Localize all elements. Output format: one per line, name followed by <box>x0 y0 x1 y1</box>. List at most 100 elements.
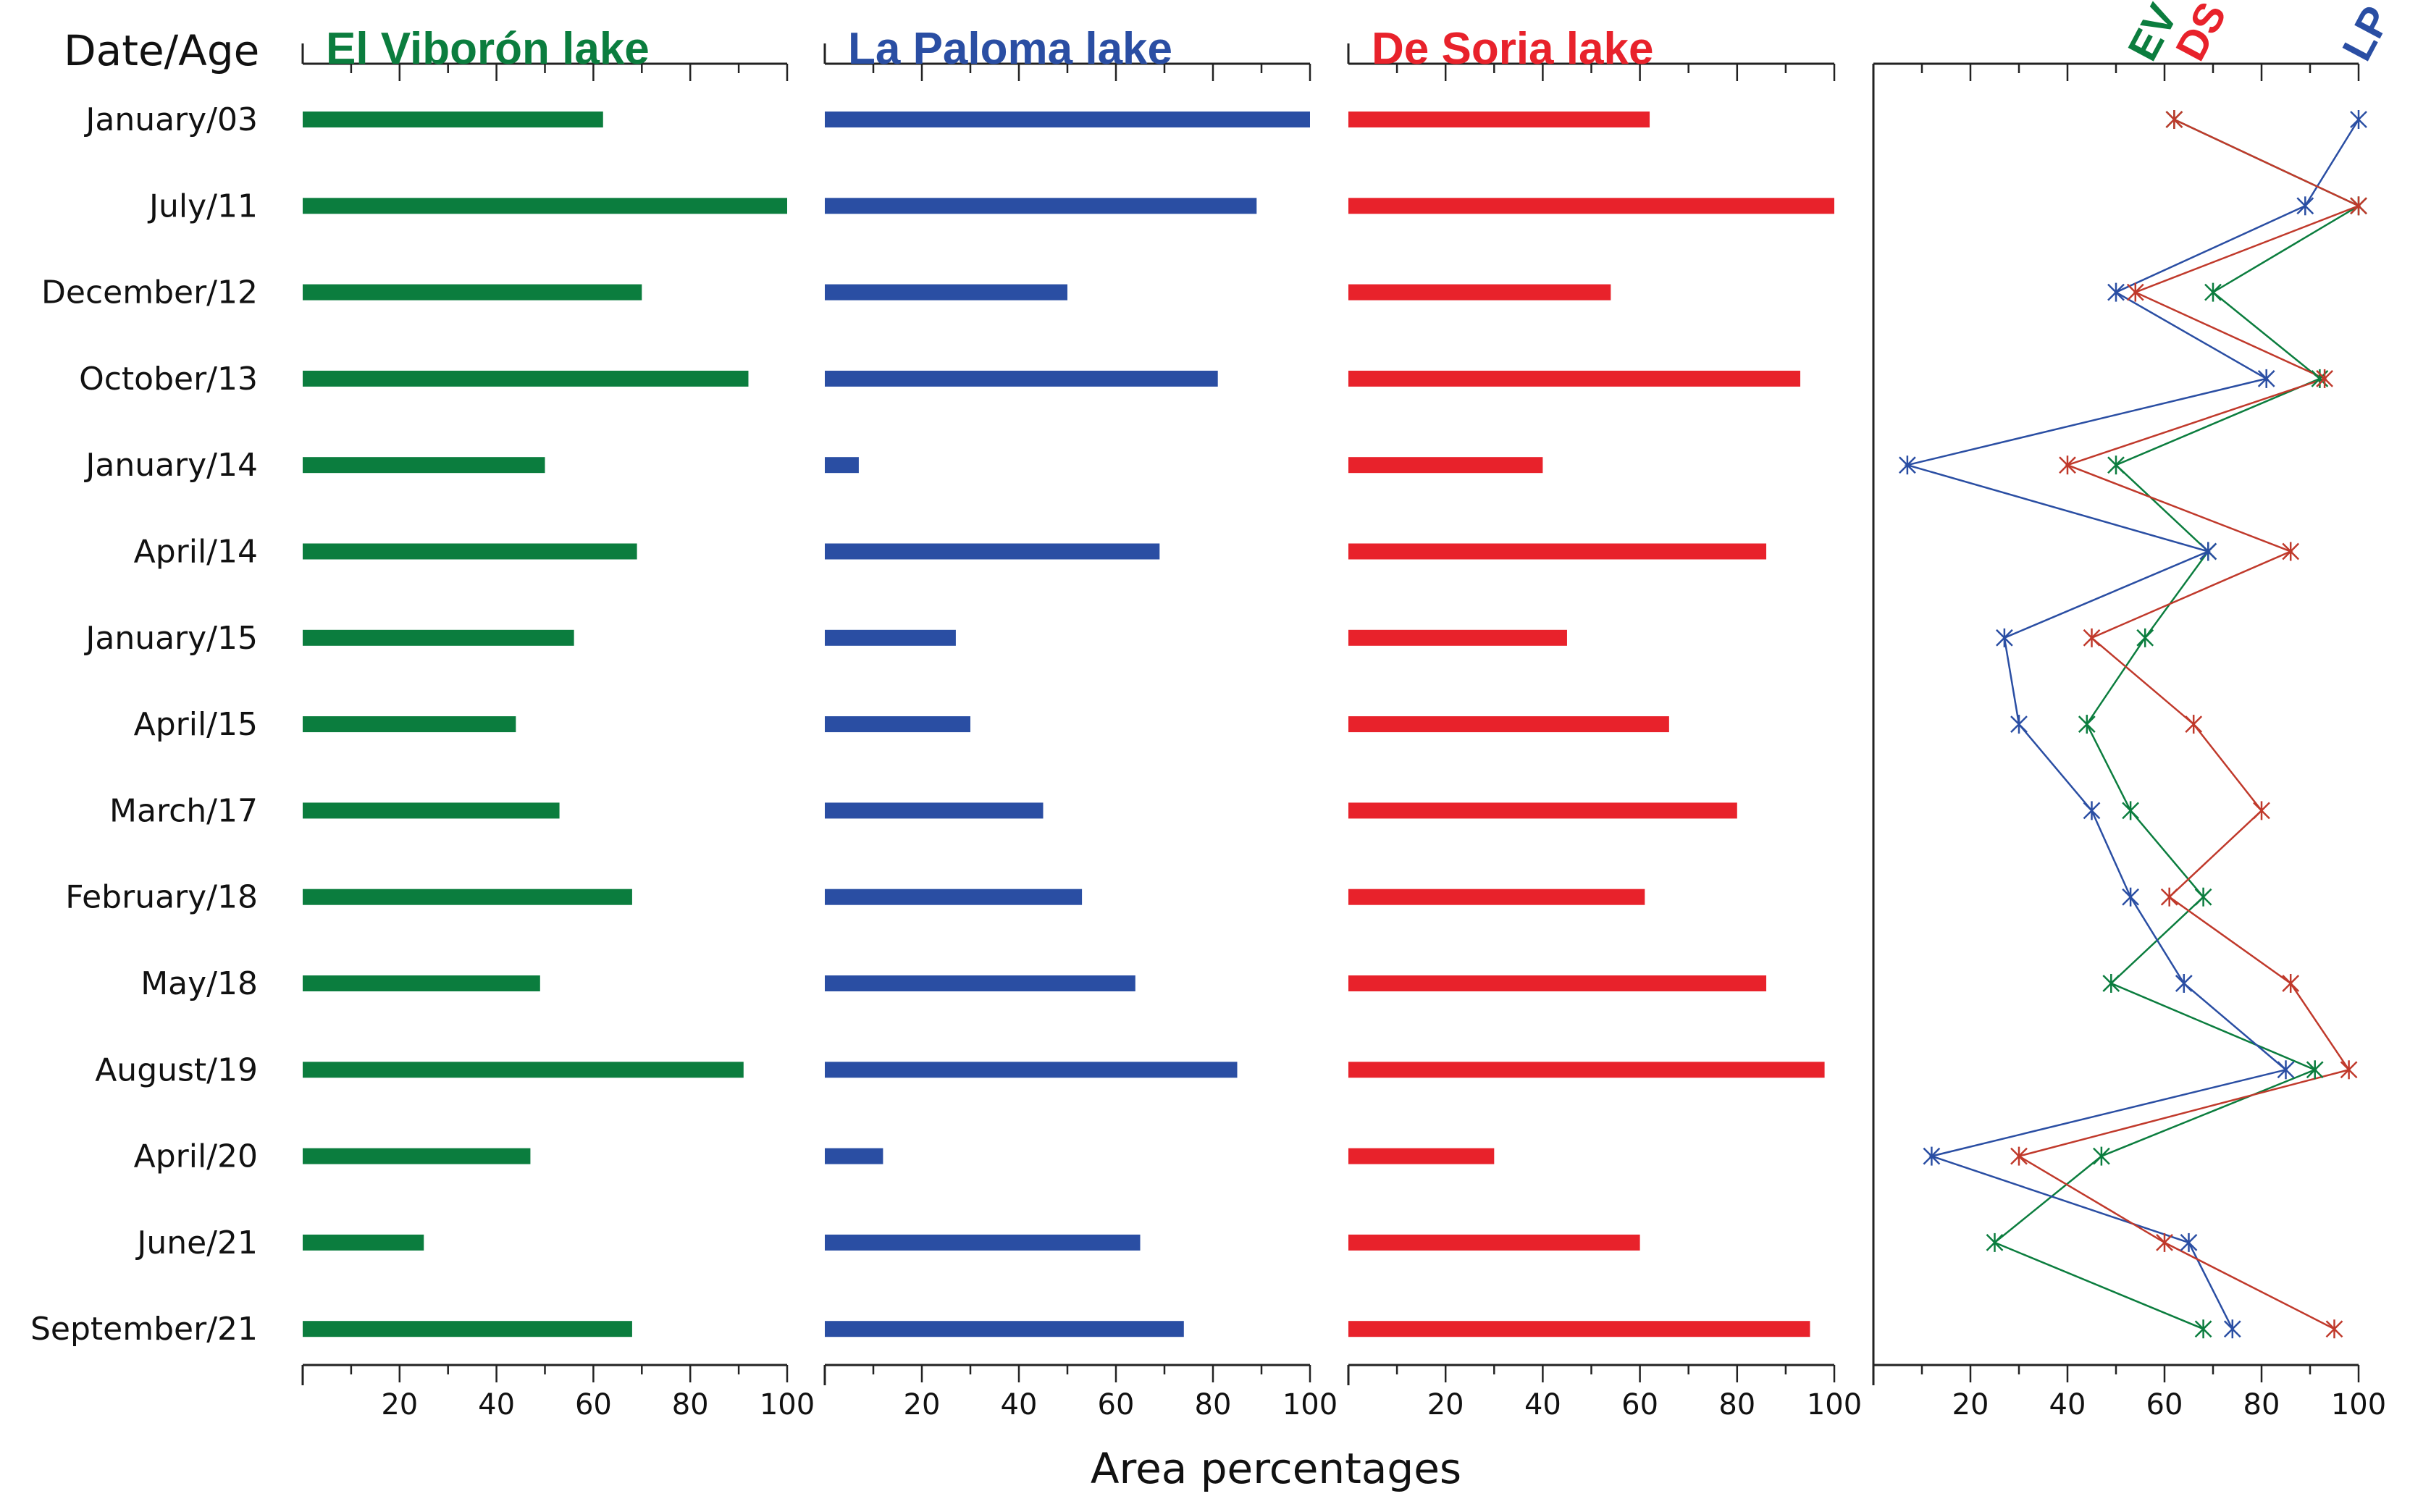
bar <box>1348 889 1645 905</box>
date-label: September/21 <box>30 1311 258 1348</box>
point-marker <box>2340 1060 2358 1080</box>
bar <box>303 1062 744 1078</box>
point-marker <box>2253 801 2270 820</box>
point-marker <box>2083 628 2101 647</box>
bar <box>825 975 1135 991</box>
point-marker <box>2350 196 2367 216</box>
point-marker <box>1923 1146 1941 1166</box>
point-marker <box>2160 887 2178 907</box>
tick-label: 20 <box>904 1388 941 1421</box>
bar <box>1348 1148 1495 1164</box>
tick-label: 80 <box>672 1388 709 1421</box>
date-labels: January/03 July/11 December/12 October/13 Ja… <box>30 101 258 1348</box>
bar <box>1348 284 1611 301</box>
bar <box>1348 370 1801 387</box>
point-marker <box>2102 974 2120 993</box>
tick-label: 60 <box>1098 1388 1135 1421</box>
point-marker <box>2093 1146 2110 1166</box>
point-marker <box>2107 282 2125 302</box>
date-label: August/19 <box>95 1051 258 1088</box>
bar <box>303 543 637 560</box>
point-marker <box>2122 801 2139 820</box>
bar <box>303 1234 424 1251</box>
tick-label: 60 <box>2146 1388 2183 1421</box>
bar <box>303 889 632 905</box>
panel-title: El Viborón lake <box>326 24 650 74</box>
date-label: March/17 <box>109 792 258 829</box>
tick-label: 80 <box>1195 1388 1232 1421</box>
date-label: October/13 <box>79 361 258 398</box>
row-header: Date/Age <box>64 26 259 75</box>
bar <box>825 457 859 474</box>
point-marker <box>2122 887 2139 907</box>
bar <box>825 112 1310 127</box>
panel-3: 20 40 60 80 100 De Soria lake <box>1347 24 1862 1421</box>
bar <box>1348 1234 1640 1251</box>
tick-label: 80 <box>2243 1388 2280 1421</box>
bar <box>825 1321 1184 1337</box>
tick-label: 60 <box>1621 1388 1658 1421</box>
point-marker <box>1899 455 1916 475</box>
bar <box>303 198 787 214</box>
point-marker <box>2180 1232 2198 1252</box>
date-label: May/18 <box>140 965 258 1002</box>
point-marker <box>2175 974 2193 993</box>
point-marker <box>2350 110 2367 129</box>
date-label: December/12 <box>41 274 258 311</box>
point-marker <box>2223 1319 2241 1339</box>
tick-label: 80 <box>1718 1388 1755 1421</box>
bar <box>825 716 970 733</box>
tick-label: 100 <box>760 1388 815 1421</box>
point-marker <box>2199 542 2217 561</box>
bar <box>1348 112 1650 127</box>
bar <box>825 198 1257 214</box>
date-label: April/20 <box>134 1138 258 1175</box>
bar <box>303 802 560 819</box>
point-marker <box>2165 110 2183 129</box>
tick-label: 100 <box>1282 1388 1338 1421</box>
bar <box>825 629 956 646</box>
date-label: June/21 <box>135 1225 258 1261</box>
bar <box>825 284 1067 301</box>
tick-label: 20 <box>1427 1388 1464 1421</box>
bar <box>303 457 545 474</box>
bar <box>1348 629 1567 646</box>
bar <box>1348 198 1834 214</box>
tick-label: 20 <box>1952 1388 1989 1421</box>
panel-1: 20 40 60 80 100 El Viborón lake <box>301 24 815 1421</box>
date-label: January/14 <box>83 447 258 484</box>
tick-label: 40 <box>2049 1388 2086 1421</box>
point-marker <box>2194 1319 2212 1339</box>
point-marker <box>2204 282 2222 302</box>
point-marker <box>2010 1146 2028 1166</box>
point-marker <box>2126 282 2144 302</box>
panel-title: De Soria lake <box>1372 24 1653 74</box>
point-marker <box>2194 887 2212 907</box>
point-marker <box>1996 628 2013 647</box>
date-label: April/15 <box>134 706 258 743</box>
point-marker <box>2316 369 2333 388</box>
bar <box>1348 802 1737 819</box>
date-label: July/11 <box>147 188 258 224</box>
date-label: January/03 <box>83 101 258 138</box>
point-marker <box>2078 715 2096 734</box>
point-marker <box>2257 369 2275 388</box>
date-label: April/14 <box>134 534 258 571</box>
point-marker <box>2107 455 2125 475</box>
bar <box>1348 543 1767 560</box>
bar <box>825 543 1160 560</box>
tick-label: 40 <box>1001 1388 1038 1421</box>
point-marker <box>2083 801 2101 820</box>
bar <box>1348 457 1543 474</box>
date-label: February/18 <box>65 879 258 916</box>
bar <box>303 370 749 387</box>
panels: 20 40 60 80 100 El Viborón lake 20 40 60 80 100 La … <box>301 0 2400 1421</box>
bar <box>303 1321 632 1337</box>
panel-title: La Paloma lake <box>848 24 1172 74</box>
point-marker <box>2136 628 2154 647</box>
bar <box>825 889 1083 905</box>
bar <box>825 1234 1141 1251</box>
bar <box>825 802 1044 819</box>
point-marker <box>2296 196 2314 216</box>
tick-label: 100 <box>2331 1388 2386 1421</box>
